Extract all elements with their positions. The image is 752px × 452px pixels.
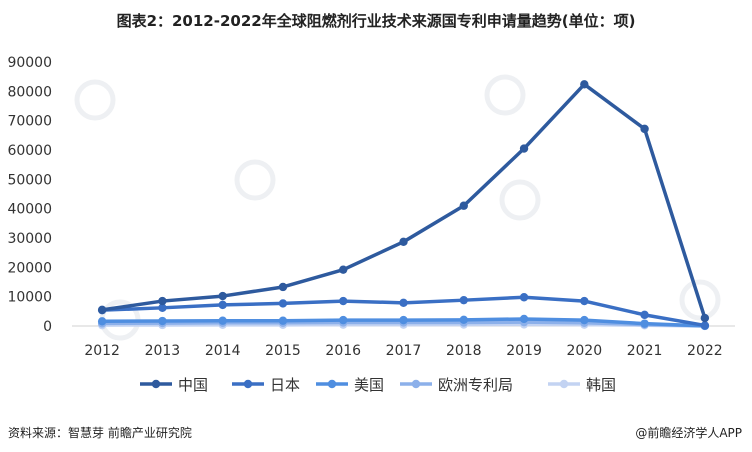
y-tick-label: 50000 [7, 172, 52, 188]
data-point [580, 315, 589, 325]
data-point [580, 296, 589, 306]
x-axis: 2012 2013 2014 2015 2016 2017 2018 2019 2020 2021… [72, 325, 735, 359]
data-point [519, 293, 529, 302]
watermark-mark [679, 279, 721, 321]
data-point [97, 317, 107, 326]
source-note: 资料来源：智慧芽 前瞻产业研究院 [8, 426, 192, 440]
data-point [97, 305, 107, 315]
y-tick-label: 20000 [7, 260, 52, 276]
x-tick-label: 2020 [566, 343, 602, 359]
data-point [459, 201, 468, 210]
data-point [399, 315, 408, 325]
data-point [278, 316, 288, 325]
data-point [278, 299, 288, 308]
watermark-mark [484, 74, 526, 116]
y-tick-label: 90000 [7, 55, 52, 71]
legend-label: 美国 [354, 376, 384, 394]
legend-swatch-marker [559, 379, 569, 389]
series-group [97, 80, 710, 331]
x-tick-label: 2015 [265, 343, 301, 359]
data-point [519, 144, 529, 153]
data-point [700, 313, 710, 323]
legend-label: 日本 [270, 376, 300, 394]
data-point [158, 303, 167, 313]
data-point [580, 80, 589, 89]
watermark-mark [234, 159, 276, 201]
legend-label: 中国 [178, 376, 208, 394]
legend-label: 韩国 [586, 376, 616, 394]
data-point [399, 298, 408, 308]
y-tick-label: 40000 [7, 202, 52, 218]
data-point [218, 316, 227, 325]
data-point [218, 300, 227, 310]
data-point [399, 237, 408, 247]
x-tick-label: 2021 [627, 343, 663, 359]
y-tick-label: 80000 [7, 84, 52, 100]
y-tick-label: 60000 [7, 143, 52, 159]
y-axis: 0 10000 20000 30000 40000 50000 60000 70000 8000… [7, 55, 52, 335]
legend-label: 欧洲专利局 [438, 376, 513, 394]
data-point [339, 296, 348, 306]
chart-title: 图表2：2012-2022年全球阻燃剂行业技术来源国专利申请量趋势(单位：项) [116, 12, 636, 30]
legend-swatch-marker [243, 379, 253, 389]
data-point [459, 315, 468, 325]
y-tick-label: 30000 [7, 231, 52, 247]
data-point [278, 282, 288, 292]
x-tick-label: 2017 [386, 343, 422, 359]
series-line [101, 82, 707, 319]
y-tick-label: 10000 [7, 290, 52, 306]
data-point [158, 316, 167, 326]
data-point [459, 295, 468, 305]
legend: 中国 日本 美国 欧洲专利局 韩国 [140, 376, 616, 394]
legend-swatch-marker [151, 379, 161, 389]
data-point [519, 314, 529, 324]
data-point [339, 265, 348, 274]
x-tick-label: 2014 [205, 343, 241, 359]
x-tick-label: 2022 [687, 343, 723, 359]
legend-swatch-marker [411, 379, 421, 389]
x-tick-label: 2013 [145, 343, 181, 359]
data-point [640, 310, 649, 320]
data-point [339, 315, 348, 325]
legend-swatch-marker [327, 379, 337, 389]
watermark-mark [74, 79, 116, 121]
x-tick-label: 2019 [506, 343, 542, 359]
watermark-mark [499, 179, 541, 221]
data-point [640, 319, 649, 328]
data-point [700, 321, 710, 330]
y-tick-label: 70000 [7, 114, 52, 130]
data-point [218, 291, 227, 301]
data-point [640, 124, 649, 134]
brand-label: @前瞻经济学人APP [635, 426, 742, 440]
x-tick-label: 2016 [325, 343, 361, 359]
x-tick-label: 2012 [84, 343, 120, 359]
data-point [158, 296, 167, 306]
x-tick-label: 2018 [446, 343, 482, 359]
y-tick-label: 0 [43, 319, 52, 335]
